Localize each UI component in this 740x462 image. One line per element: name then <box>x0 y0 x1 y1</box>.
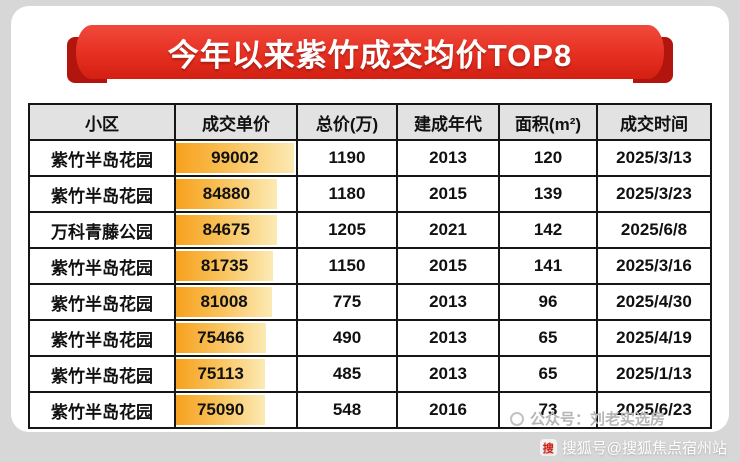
unit-price-cell: 84675 <box>174 211 298 249</box>
unit-price-cell: 75113 <box>174 355 298 393</box>
deal-date-cell: 2025/6/23 <box>596 391 712 429</box>
table-row: 紫竹半岛花园 99002 1190 2013 120 2025/3/13 <box>28 139 712 177</box>
column-header-6: 成交时间 <box>596 103 712 141</box>
page-title: 今年以来紫竹成交均价TOP8 <box>76 25 664 79</box>
total-price-cell: 1190 <box>296 139 398 177</box>
year-built-cell: 2013 <box>396 319 500 357</box>
area-cell: 65 <box>498 355 598 393</box>
unit-price-cell: 75466 <box>174 319 298 357</box>
content-card: 今年以来紫竹成交均价TOP8 小区 成交单价 总价(万) 建成年代 面积(m²) 成交时间… <box>11 6 729 432</box>
total-price-cell: 775 <box>296 283 398 321</box>
unit-price-cell: 84880 <box>174 175 298 213</box>
deal-date-cell: 2025/6/8 <box>596 211 712 249</box>
year-built-cell: 2013 <box>396 139 500 177</box>
community-cell: 紫竹半岛花园 <box>28 139 176 177</box>
total-price-cell: 1180 <box>296 175 398 213</box>
column-header-3: 总价(万) <box>296 103 398 141</box>
unit-price-bar: 75113 <box>177 359 266 389</box>
area-cell: 139 <box>498 175 598 213</box>
table-row: 万科青藤公园 84675 1205 2021 142 2025/6/8 <box>28 211 712 249</box>
unit-price-cell: 81735 <box>174 247 298 285</box>
table-body: 紫竹半岛花园 99002 1190 2013 120 2025/3/13 紫竹半岛花园 848… <box>28 139 712 429</box>
year-built-cell: 2015 <box>396 175 500 213</box>
table-header: 小区 成交单价 总价(万) 建成年代 面积(m²) 成交时间 <box>28 103 712 141</box>
unit-price-cell: 99002 <box>174 139 298 177</box>
year-built-cell: 2015 <box>396 247 500 285</box>
table-row: 紫竹半岛花园 84880 1180 2015 139 2025/3/23 <box>28 175 712 213</box>
deal-date-cell: 2025/3/23 <box>596 175 712 213</box>
community-cell: 万科青藤公园 <box>28 211 176 249</box>
deal-date-cell: 2025/4/19 <box>596 319 712 357</box>
watermark-text: 搜狐号@搜狐焦点宿州站 <box>561 440 727 457</box>
unit-price-cell: 75090 <box>174 391 298 429</box>
total-price-cell: 1150 <box>296 247 398 285</box>
table-header-row: 小区 成交单价 总价(万) 建成年代 面积(m²) 成交时间 <box>28 103 712 141</box>
unit-price-bar: 81735 <box>177 251 274 281</box>
community-cell: 紫竹半岛花园 <box>28 391 176 429</box>
year-built-cell: 2013 <box>396 355 500 393</box>
deal-date-cell: 2025/1/13 <box>596 355 712 393</box>
total-price-cell: 490 <box>296 319 398 357</box>
price-table: 小区 成交单价 总价(万) 建成年代 面积(m²) 成交时间 紫竹半岛花园 99002 119… <box>28 103 712 429</box>
year-built-cell: 2016 <box>396 391 500 429</box>
community-cell: 紫竹半岛花园 <box>28 319 176 357</box>
sohu-logo-icon: 搜 <box>539 439 557 456</box>
table-row: 紫竹半岛花园 81008 775 2013 96 2025/4/30 <box>28 283 712 321</box>
total-price-cell: 485 <box>296 355 398 393</box>
area-cell: 96 <box>498 283 598 321</box>
area-cell: 142 <box>498 211 598 249</box>
table-row: 紫竹半岛花园 81735 1150 2015 141 2025/3/16 <box>28 247 712 285</box>
community-cell: 紫竹半岛花园 <box>28 355 176 393</box>
total-price-cell: 548 <box>296 391 398 429</box>
deal-date-cell: 2025/4/30 <box>596 283 712 321</box>
community-cell: 紫竹半岛花园 <box>28 175 176 213</box>
area-cell: 120 <box>498 139 598 177</box>
unit-price-bar: 75466 <box>177 323 266 353</box>
community-cell: 紫竹半岛花园 <box>28 283 176 321</box>
column-header-1: 小区 <box>28 103 176 141</box>
unit-price-cell: 81008 <box>174 283 298 321</box>
deal-date-cell: 2025/3/16 <box>596 247 712 285</box>
column-header-4: 建成年代 <box>396 103 500 141</box>
unit-price-bar: 75090 <box>177 395 266 425</box>
area-cell: 65 <box>498 319 598 357</box>
table-row: 紫竹半岛花园 75113 485 2013 65 2025/1/13 <box>28 355 712 393</box>
unit-price-bar: 81008 <box>177 287 273 317</box>
table-row: 紫竹半岛花园 75466 490 2013 65 2025/4/19 <box>28 319 712 357</box>
column-header-5: 面积(m²) <box>498 103 598 141</box>
account-label: 公众号：刘老实选房 <box>529 411 665 428</box>
year-built-cell: 2013 <box>396 283 500 321</box>
account-logo-icon <box>509 411 524 426</box>
unit-price-bar: 84675 <box>177 215 277 245</box>
title-ribbon: 今年以来紫竹成交均价TOP8 <box>67 25 673 83</box>
area-cell: 141 <box>498 247 598 285</box>
watermark: 搜 搜狐号@搜狐焦点宿州站 <box>539 437 727 458</box>
account-label-row: 公众号：刘老实选房 <box>509 408 665 429</box>
unit-price-bar: 84880 <box>177 179 277 209</box>
table-row: 紫竹半岛花园 75090 548 2016 73 2025/6/23 <box>28 391 712 429</box>
deal-date-cell: 2025/3/13 <box>596 139 712 177</box>
column-header-2: 成交单价 <box>174 103 298 141</box>
community-cell: 紫竹半岛花园 <box>28 247 176 285</box>
year-built-cell: 2021 <box>396 211 500 249</box>
total-price-cell: 1205 <box>296 211 398 249</box>
unit-price-bar: 99002 <box>177 143 294 173</box>
